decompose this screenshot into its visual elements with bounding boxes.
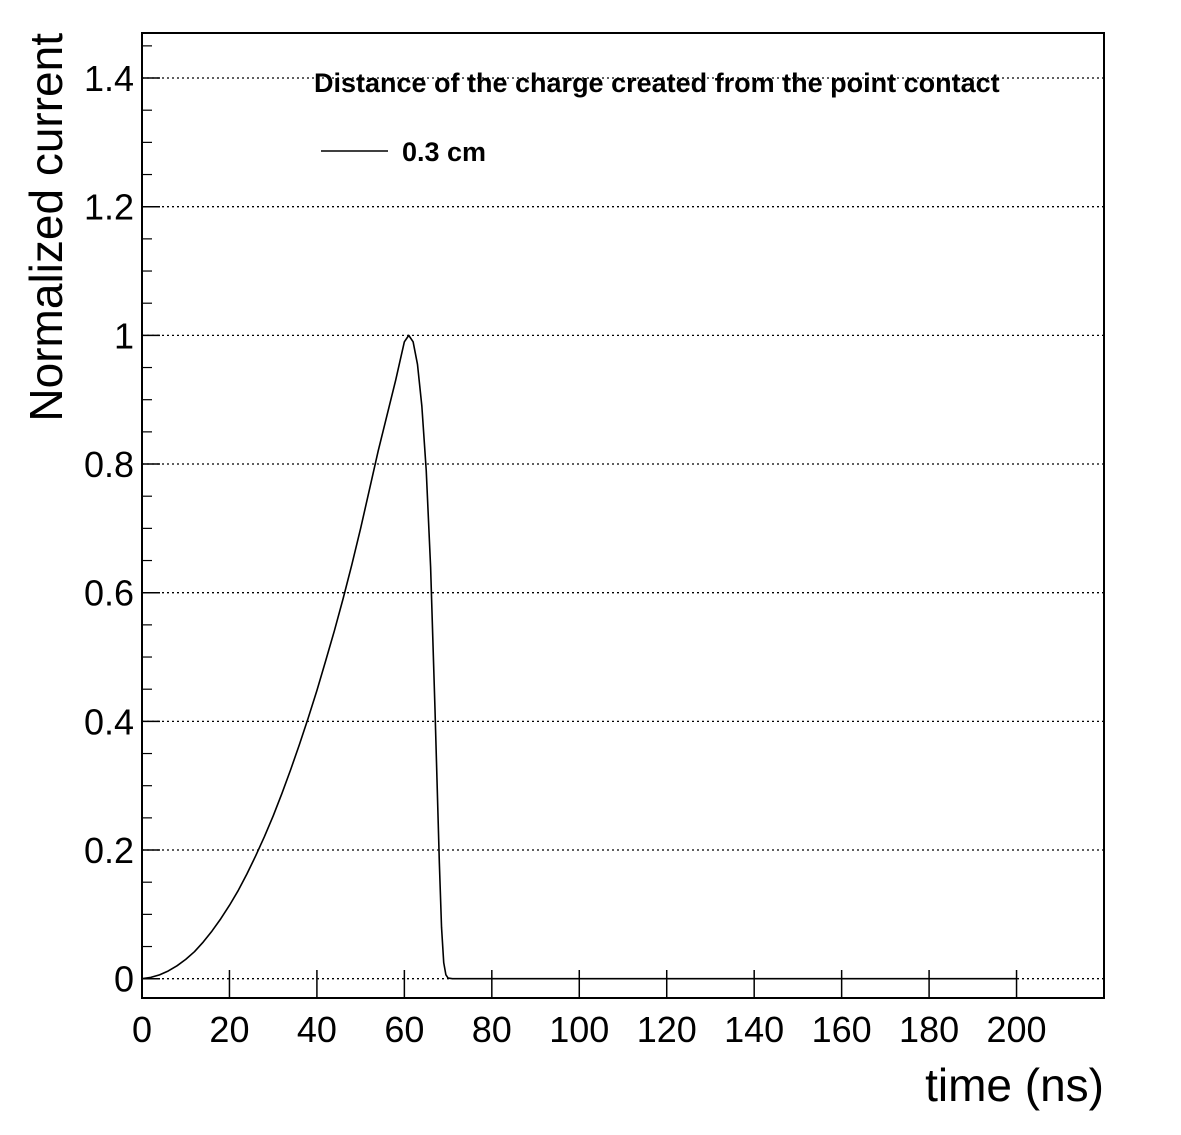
y-tick-label: 0.2 — [84, 830, 134, 871]
x-tick-label: 80 — [472, 1009, 512, 1050]
legend-title: Distance of the charge created from the … — [314, 68, 1000, 98]
y-tick-label: 0.4 — [84, 701, 134, 742]
y-tick-label: 1.2 — [84, 187, 134, 228]
plot-frame — [141, 32, 1105, 999]
x-tick-label: 140 — [724, 1009, 784, 1050]
x-tick-label: 20 — [209, 1009, 249, 1050]
legend-entry-label: 0.3 cm — [402, 137, 486, 167]
x-axis-title: time (ns) — [925, 1059, 1104, 1111]
x-tick-label: 40 — [297, 1009, 337, 1050]
y-tick-label: 1.4 — [84, 58, 134, 99]
series-line — [141, 334, 1017, 980]
x-tick-label: 160 — [812, 1009, 872, 1050]
x-tick-label: 100 — [549, 1009, 609, 1050]
grid-lines — [142, 77, 1104, 980]
data-series — [141, 334, 1017, 980]
x-tick-label: 120 — [637, 1009, 697, 1050]
y-tick-label: 0 — [114, 959, 134, 1000]
legend: Distance of the charge created from the … — [314, 68, 1000, 167]
x-tick-label: 0 — [132, 1009, 152, 1050]
y-tick-label: 0.6 — [84, 573, 134, 614]
x-tick-label: 180 — [899, 1009, 959, 1050]
y-tick-label: 1 — [114, 315, 134, 356]
tick-labels: 0 0.2 0.4 0.6 0.8 1 1.2 1.4 0 20 40 60 80 100 120 140 16… — [84, 58, 1047, 1050]
y-axis-title: Normalized current — [20, 33, 72, 422]
x-tick-label: 60 — [384, 1009, 424, 1050]
y-tick-label: 0.8 — [84, 444, 134, 485]
x-tick-label: 200 — [987, 1009, 1047, 1050]
